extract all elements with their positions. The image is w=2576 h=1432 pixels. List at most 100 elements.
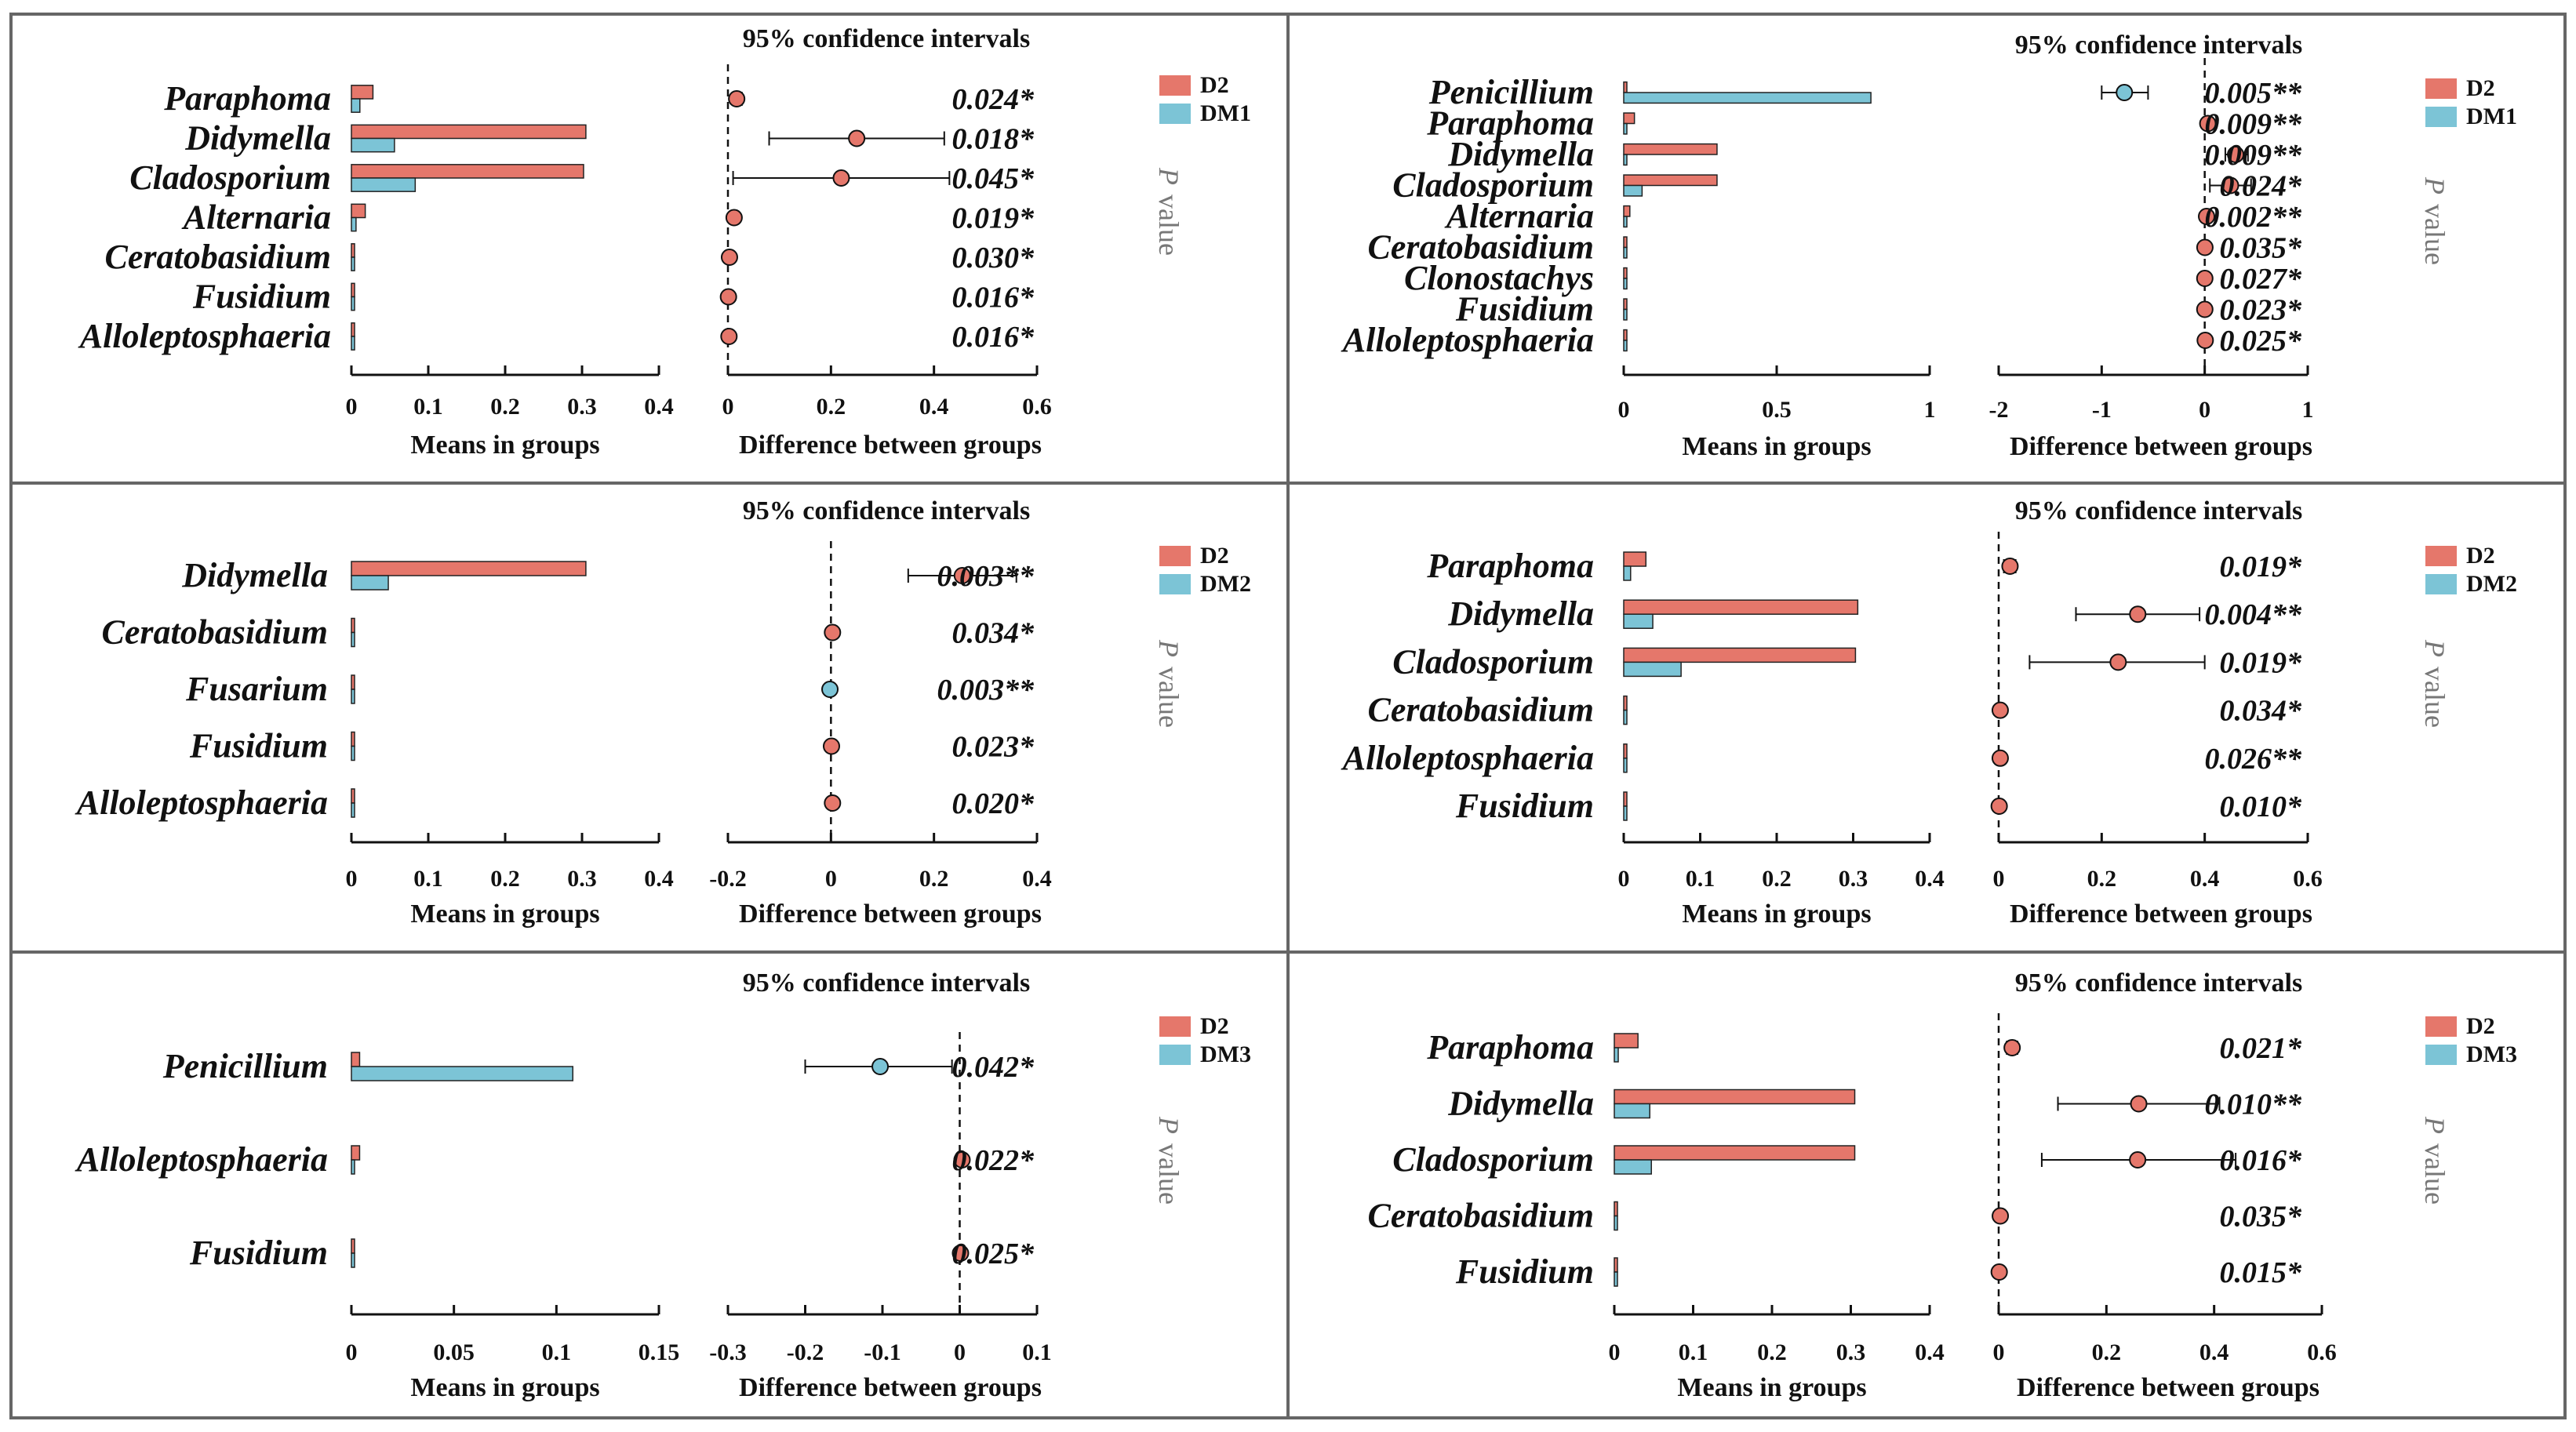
diff-point (2001, 558, 2019, 575)
legend-label: D2 (1200, 543, 1229, 569)
diff-point (720, 249, 738, 266)
pvalue-axis-label: Pvalue (2419, 1116, 2450, 1205)
diff-point (2221, 176, 2239, 194)
pvalue-label: 0.024* (2220, 170, 2303, 203)
genus-label: Didymella (1447, 135, 1594, 173)
legend-label: DM2 (2466, 571, 2517, 597)
means-tick-label: 0.1 (413, 394, 443, 420)
means-tick-label: 0.2 (490, 394, 520, 420)
diff-tick-label: 0.2 (2092, 1339, 2122, 1365)
genus-label: Alternaria (181, 198, 331, 237)
bar-d2 (1614, 1257, 1618, 1273)
bar-dm (1623, 709, 1628, 725)
pvalue-axis-label: Pvalue (2419, 639, 2450, 728)
genus-label: Ceratobasidium (105, 238, 332, 276)
genus-label: Fusidium (1455, 787, 1594, 825)
diff-axis-label: Difference between groups (2017, 1373, 2319, 1402)
diff-point (824, 794, 842, 812)
bar-dm (351, 296, 355, 311)
genus-label: Alloleptosphaeria (75, 1140, 328, 1179)
pvalue-label: 0.045* (952, 162, 1035, 195)
diff-point (719, 288, 737, 306)
means-tick-label: 0.4 (644, 394, 674, 420)
diff-point (821, 681, 839, 698)
bar-dm (1614, 1103, 1650, 1119)
bar-dm (351, 216, 357, 232)
diff-tick-label: 0.4 (2190, 866, 2220, 892)
means-tick-label: 0.2 (1762, 866, 1792, 892)
diff-tick-label: -1 (2092, 397, 2112, 423)
means-tick-label: 0.3 (567, 394, 597, 420)
bar-d2 (1623, 743, 1628, 759)
bar-dm (351, 256, 355, 271)
diff-axis-label: Difference between groups (739, 1373, 1042, 1402)
means-tick-label: 0.4 (1915, 1339, 1945, 1365)
pvalue-label: 0.002** (2205, 201, 2303, 234)
diff-point (2198, 208, 2216, 225)
genus-label: Fusidium (189, 1234, 328, 1272)
diff-point (2196, 238, 2214, 256)
bar-dm (1623, 278, 1628, 290)
bar-d2 (351, 322, 355, 337)
pvalue-label: 0.019* (2220, 646, 2303, 679)
pvalue-label: 0.018* (952, 123, 1035, 156)
means-tick-label: 0.15 (639, 1339, 680, 1365)
pvalue-p: P (2419, 176, 2450, 194)
means-tick-label: 0 (346, 394, 358, 420)
diff-axis-label: Difference between groups (2010, 432, 2312, 461)
diff-tick-label: 0 (1993, 1339, 2005, 1365)
diff-point (848, 129, 866, 147)
genus-label: Fusidium (1455, 1252, 1594, 1291)
means-tick-label: 1 (1924, 397, 1936, 423)
bar-d2 (1623, 298, 1628, 311)
genus-label: Didymella (181, 556, 328, 594)
figure-frame (9, 13, 2567, 1419)
genus-label: Ceratobasidium (1368, 691, 1595, 729)
means-axis-label: Means in groups (1682, 432, 1871, 461)
means-tick-label: 0.1 (1686, 866, 1716, 892)
diff-tick-label: 0.1 (1022, 1339, 1052, 1365)
legend-swatch-dm (2425, 1045, 2457, 1065)
genus-label: Fusidium (192, 278, 331, 316)
ci-title: 95% confidence intervals (743, 496, 1030, 525)
legend-swatch-d2 (2425, 78, 2457, 99)
pvalue-word: value (2419, 667, 2450, 728)
diff-point (2199, 114, 2217, 133)
pvalue-label: 0.021* (2220, 1032, 2303, 1065)
legend-label: DM1 (1200, 100, 1251, 126)
pvalue-word: value (1153, 1143, 1184, 1205)
bar-d2 (1614, 1145, 1856, 1161)
means-axis-label: Means in groups (410, 900, 599, 929)
genus-label: Fusarium (185, 670, 328, 708)
diff-point (824, 623, 842, 641)
pvalue-label: 0.025* (2220, 325, 2303, 358)
bar-dm (1614, 1271, 1618, 1287)
ci-title: 95% confidence intervals (2015, 496, 2302, 525)
bar-dm (1623, 613, 1654, 629)
pvalue-axis-label: Pvalue (2419, 176, 2450, 265)
means-tick-label: 0.4 (644, 866, 674, 892)
genus-label: Didymella (1447, 594, 1594, 633)
pvalue-label: 0.026** (2205, 743, 2303, 776)
bar-dm (1623, 154, 1628, 166)
genus-label: Ceratobasidium (1368, 1197, 1595, 1235)
legend-label: DM1 (2466, 104, 2517, 129)
ci-title: 95% confidence intervals (743, 969, 1030, 998)
diff-point (2130, 1095, 2148, 1113)
diff-point (953, 567, 971, 584)
bar-dm (351, 575, 389, 591)
pvalue-label: 0.024* (952, 83, 1035, 116)
genus-label: Alloleptosphaeria (78, 317, 331, 355)
bar-dm (351, 98, 361, 113)
diff-axis-label: Difference between groups (2010, 900, 2312, 929)
legend-swatch-d2 (2425, 546, 2457, 566)
pvalue-label: 0.034* (952, 617, 1035, 650)
legend-label: DM3 (2466, 1041, 2517, 1067)
genus-label: Fusidium (1455, 290, 1594, 329)
